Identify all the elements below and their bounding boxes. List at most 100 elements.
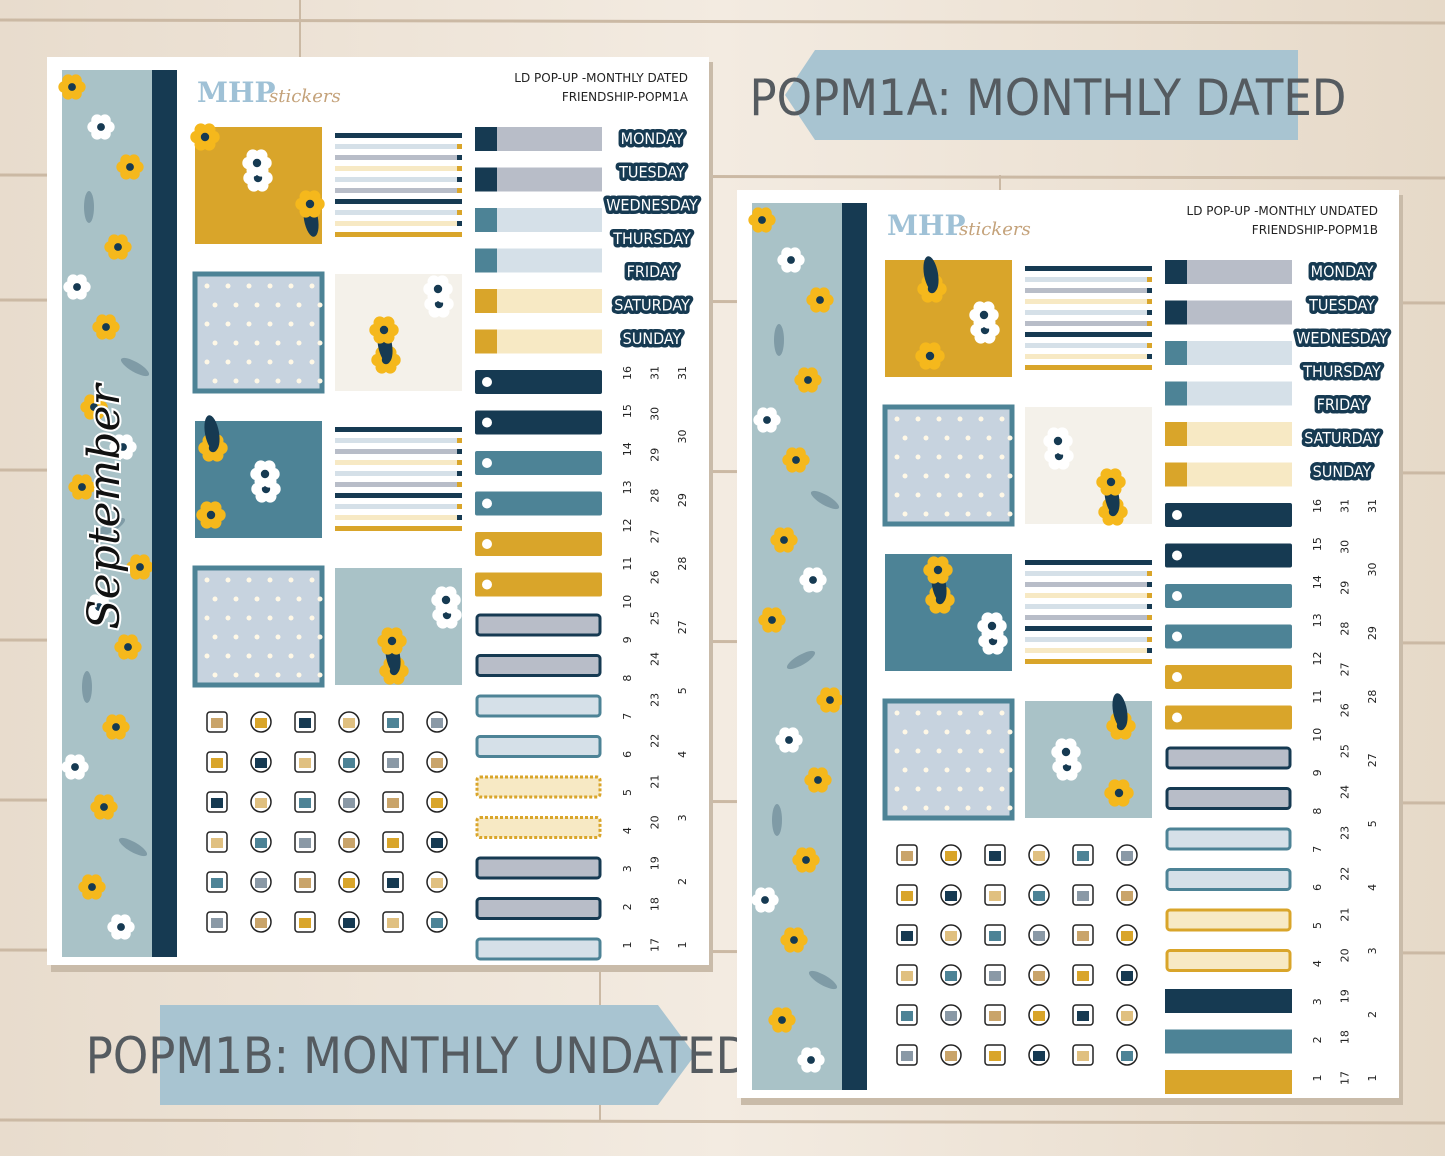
dot: [225, 359, 231, 365]
date-number: 1: [676, 942, 689, 949]
label-outline: [1165, 827, 1292, 851]
date-number: 24: [1339, 785, 1352, 799]
stripe: [335, 460, 462, 465]
petal: [73, 754, 85, 767]
date-number: 6: [621, 751, 634, 758]
date-number: 4: [1366, 884, 1379, 891]
date-number: 22: [1339, 867, 1352, 881]
dot: [317, 378, 323, 384]
icon-fill: [211, 718, 223, 728]
weekday-label: TUESDAY: [1308, 295, 1375, 314]
flower-center: [807, 1056, 815, 1064]
dot: [944, 767, 950, 773]
label-outline: [475, 775, 602, 799]
petal: [138, 554, 150, 567]
dot: [999, 454, 1005, 460]
floral-strip: [58, 70, 154, 957]
stripe: [335, 493, 462, 498]
dot: [894, 492, 900, 498]
icon-fill: [1033, 1051, 1045, 1061]
stripe-end: [457, 504, 462, 509]
dot: [275, 672, 281, 678]
flower-center: [768, 616, 776, 624]
petal: [381, 316, 395, 330]
dot: [267, 615, 273, 621]
dot: [288, 321, 294, 327]
dot: [944, 435, 950, 441]
icon-fill: [1077, 851, 1089, 861]
dot: [225, 283, 231, 289]
dot: [309, 577, 315, 583]
icon-fill: [387, 798, 399, 808]
dot: [978, 454, 984, 460]
dot: [233, 672, 239, 678]
petal: [763, 887, 775, 900]
label-outline: [1165, 746, 1292, 770]
dot: [902, 767, 908, 773]
dot: [1007, 435, 1013, 441]
stripe: [1025, 343, 1152, 348]
label-cap: [475, 248, 497, 273]
icon-fill: [901, 891, 913, 901]
date-number: 6: [1311, 884, 1324, 891]
label-tab: [475, 491, 602, 516]
label-body: [497, 167, 602, 192]
date-number: 16: [1311, 499, 1324, 513]
label-outline: [475, 816, 602, 839]
icon-fill: [343, 918, 355, 928]
petal: [1116, 779, 1130, 793]
label-tab: [1165, 665, 1292, 689]
label-cap: [1165, 462, 1187, 487]
petal: [981, 301, 995, 315]
icon-fill: [1121, 891, 1133, 901]
label-outline: [475, 654, 602, 677]
date-number: 3: [676, 814, 689, 821]
icon-fill: [1121, 851, 1133, 861]
label-cap: [1165, 260, 1187, 284]
date-number: 14: [621, 442, 634, 456]
label-cap: [475, 329, 497, 354]
dot: [965, 729, 971, 735]
dot: [902, 511, 908, 517]
date-number: 4: [1311, 960, 1324, 967]
dot: [957, 416, 963, 422]
stripe-end: [1147, 277, 1152, 282]
icon-fill: [945, 1011, 957, 1021]
leaf: [808, 970, 838, 990]
stripe-end: [1147, 604, 1152, 609]
icon-fill: [431, 718, 443, 728]
leaf: [774, 324, 784, 356]
dot: [936, 748, 942, 754]
date-number: 15: [1311, 537, 1324, 551]
dot: [233, 596, 239, 602]
weekday-label: SUNDAY: [623, 329, 682, 348]
petal: [935, 556, 949, 570]
petal: [80, 474, 92, 487]
dot: [915, 492, 921, 498]
icon-fill: [343, 838, 355, 848]
date-number: 29: [649, 448, 662, 462]
date-number: 30: [1339, 540, 1352, 554]
flower-center: [71, 763, 79, 771]
dot: [923, 805, 929, 811]
petal: [443, 586, 457, 600]
date-number: 19: [649, 856, 662, 870]
stripe: [335, 177, 462, 182]
stripe-end: [1147, 648, 1152, 653]
dot: [915, 454, 921, 460]
petal: [389, 627, 403, 641]
label-body: [1187, 462, 1292, 487]
icon-fill: [1033, 931, 1045, 941]
dot: [936, 454, 942, 460]
flower-center: [1106, 477, 1116, 487]
dot: [957, 710, 963, 716]
icon-fill: [211, 878, 223, 888]
dot: [254, 340, 260, 346]
dot: [944, 729, 950, 735]
dot: [986, 729, 992, 735]
stripe: [335, 155, 462, 160]
dot: [225, 653, 231, 659]
petal: [114, 714, 126, 727]
stripe-end: [1147, 626, 1152, 631]
date-number: 20: [649, 815, 662, 829]
